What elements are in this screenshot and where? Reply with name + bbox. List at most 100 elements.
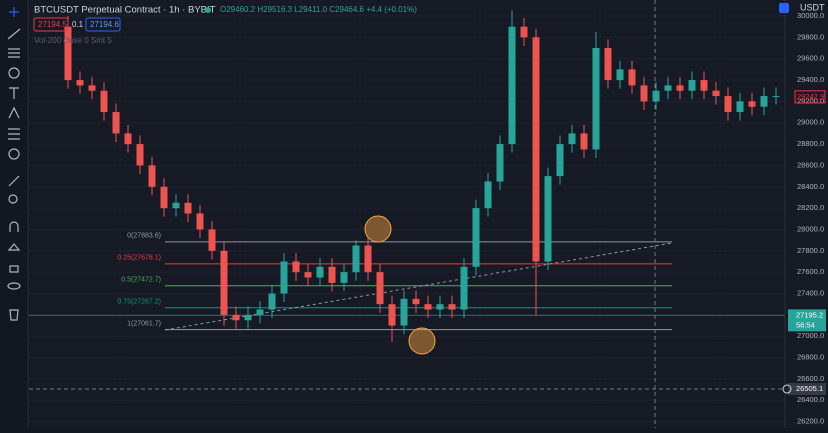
candle-body xyxy=(328,266,336,283)
candle-body xyxy=(256,309,264,315)
highlight-circle xyxy=(364,215,392,243)
candle-body xyxy=(580,133,588,150)
candle-body xyxy=(496,144,504,182)
candle-body xyxy=(100,90,108,113)
draw-mode-tool[interactable] xyxy=(7,243,21,251)
currency[interactable]: USDT xyxy=(800,2,825,12)
candle-body xyxy=(544,176,552,262)
add-alert[interactable] xyxy=(782,384,792,394)
candle-body xyxy=(748,101,756,107)
candle-body xyxy=(628,69,636,86)
price-tick-label: 28800.0 xyxy=(797,139,824,148)
countdown: 56:54 xyxy=(796,320,815,329)
magnet-tool[interactable] xyxy=(9,221,19,232)
price-tick-label: 29800.0 xyxy=(797,32,824,41)
candle-body xyxy=(292,261,300,273)
candle-body xyxy=(712,90,720,97)
lock-tool[interactable] xyxy=(9,265,19,273)
trend-tool[interactable] xyxy=(7,28,21,40)
candle-body xyxy=(508,26,516,145)
text-tool[interactable] xyxy=(9,87,19,99)
delete-tool[interactable] xyxy=(9,309,19,321)
price-tick-label: 27600.0 xyxy=(797,267,824,276)
candle-body xyxy=(364,245,372,273)
fib-label: 0(27883.6) xyxy=(127,233,161,240)
candle-body xyxy=(772,96,780,98)
price-axis xyxy=(785,0,828,428)
crosshair-price-label: 26505.1 xyxy=(796,384,823,393)
candle-body xyxy=(448,304,456,310)
market-status xyxy=(205,7,211,13)
price-tick-label: 26800.0 xyxy=(797,353,824,362)
candle-body xyxy=(664,85,672,91)
candle-body xyxy=(184,202,192,214)
emoji-tool[interactable] xyxy=(8,148,20,160)
price-tick-label: 28200.0 xyxy=(797,203,824,212)
candle-body xyxy=(424,304,432,310)
plot: 0(27883.6) 0.25(27678.1) 0.5(27472.7) 0.75(… xyxy=(29,0,785,428)
price-tick-label: 27800.0 xyxy=(797,246,824,255)
candle-body xyxy=(136,144,144,166)
candle-body xyxy=(280,261,288,294)
zoom-tool[interactable] xyxy=(8,194,18,204)
price-tick-label: 29600.0 xyxy=(797,54,824,63)
candle-body xyxy=(388,304,396,326)
price-tick-label: 29200.0 xyxy=(797,96,824,105)
visibility-tool[interactable] xyxy=(7,282,21,290)
candle-body xyxy=(604,48,612,81)
crosshair-tool[interactable] xyxy=(9,7,19,17)
price-tick-label: 28400.0 xyxy=(797,182,824,191)
candle-body xyxy=(352,245,360,273)
candle-body xyxy=(436,304,444,310)
pattern-tool[interactable] xyxy=(8,106,20,119)
symbol-title: BTCUSDT Perpetual Contract · 1h · BYBIT xyxy=(34,5,216,16)
candle-body xyxy=(724,96,732,113)
candle-body xyxy=(268,293,276,310)
candle-body xyxy=(556,144,564,177)
candle-body xyxy=(520,26,528,38)
candle-body xyxy=(88,85,96,91)
candle-body xyxy=(208,229,216,251)
crosshair-price-tag xyxy=(788,383,826,396)
candle-body xyxy=(172,202,180,209)
candle-body xyxy=(760,96,768,107)
sell-price[interactable]: 27194.5 xyxy=(38,20,67,29)
price-tick-label: 29400.0 xyxy=(797,75,824,84)
price-tick-label: 28600.0 xyxy=(797,160,824,169)
measure-tool[interactable] xyxy=(8,175,20,187)
toolbar xyxy=(0,0,28,428)
sell-button[interactable] xyxy=(33,17,69,32)
settings-button[interactable] xyxy=(779,3,789,13)
candle-body xyxy=(316,266,324,278)
price-tick-label: 27400.0 xyxy=(797,289,824,298)
last-price-label: 27195.2 xyxy=(796,310,823,319)
candle-body xyxy=(376,272,384,305)
candle-body xyxy=(460,266,468,310)
buy-button[interactable] xyxy=(85,17,121,32)
candle-body xyxy=(220,250,228,315)
highlight-circle xyxy=(408,327,436,355)
buy-price[interactable]: 27194.6 xyxy=(90,20,119,29)
candle-body xyxy=(472,208,480,267)
candle-body xyxy=(64,26,72,81)
fib-label: 1(27061.7) xyxy=(127,320,161,327)
marker-price-tag xyxy=(794,90,826,104)
candle-body xyxy=(76,80,84,86)
prediction-tool[interactable] xyxy=(8,128,20,140)
candle-body xyxy=(148,165,156,187)
tool-icons[interactable] xyxy=(7,7,21,321)
fib-label: 0.5(27472.7) xyxy=(121,277,161,284)
marker-price-label: 29242.9 xyxy=(797,92,824,101)
fib-label: 0.75(27267.2) xyxy=(117,299,161,306)
fib-tool[interactable] xyxy=(8,48,20,58)
candle-body xyxy=(400,298,408,326)
candle-body xyxy=(196,213,204,230)
candle-body xyxy=(244,314,252,321)
candle-body xyxy=(640,85,648,102)
price-tick-label: 27000.0 xyxy=(797,331,824,340)
ohlc: O29460.2 H29516.3 L29411.0 C29464.6 +4.4… xyxy=(220,5,417,14)
candle-body xyxy=(340,272,348,283)
candle-body xyxy=(112,112,120,134)
shape-tool[interactable] xyxy=(8,67,20,79)
